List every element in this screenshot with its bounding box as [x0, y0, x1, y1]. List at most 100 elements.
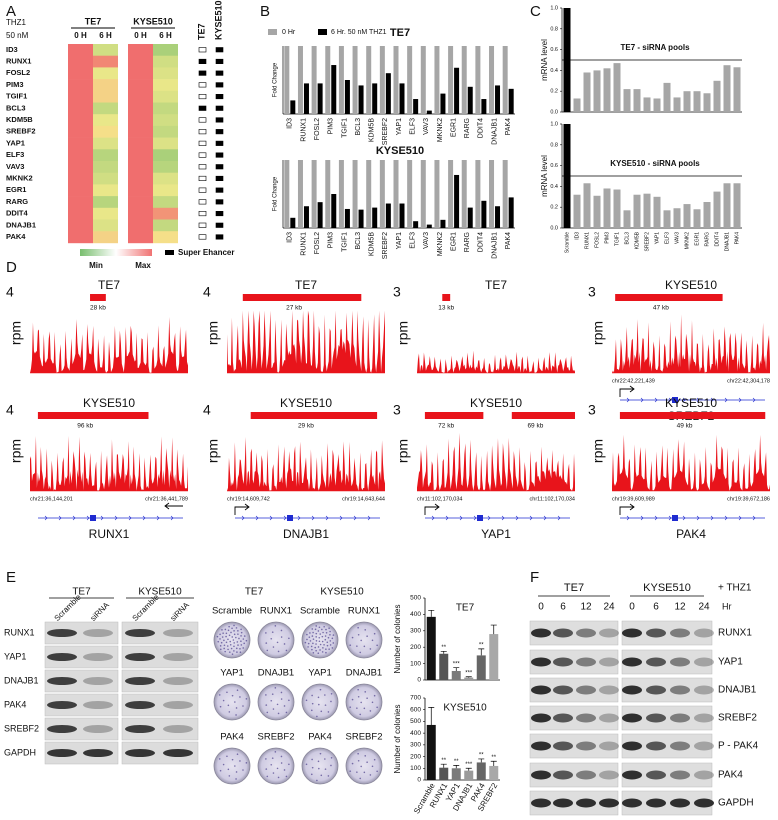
bar	[673, 97, 681, 112]
bar	[407, 160, 413, 228]
colony	[325, 631, 328, 634]
gene-exon	[90, 515, 96, 521]
blot-band	[670, 741, 690, 751]
colony-plate	[257, 621, 295, 659]
bar	[461, 160, 467, 228]
blot-band	[125, 677, 155, 685]
colony	[223, 639, 225, 642]
colony	[318, 640, 321, 643]
blot-band	[47, 725, 77, 733]
colony	[219, 705, 222, 708]
x-tick-label: FOSL2	[594, 232, 600, 248]
colony	[364, 691, 367, 693]
colony	[357, 695, 360, 698]
cell-line-header: KYSE510	[138, 587, 182, 598]
bar	[297, 160, 303, 228]
colony	[319, 643, 322, 646]
colony	[332, 634, 335, 636]
blot-band	[47, 749, 77, 757]
colony	[311, 758, 313, 761]
colony	[325, 628, 327, 631]
gene-name: YAP1	[481, 527, 511, 541]
colony	[225, 641, 228, 644]
se-marker	[215, 82, 224, 88]
colony	[323, 625, 325, 628]
blot-band	[163, 677, 193, 685]
bar	[489, 634, 499, 680]
colony	[320, 774, 323, 777]
se-marker	[215, 58, 224, 65]
blot-band	[646, 628, 666, 638]
timepoint: 6 H	[99, 31, 112, 40]
colony	[360, 765, 362, 768]
panel-label: E	[6, 569, 16, 586]
heatmap-cell	[153, 102, 178, 115]
lane-label: Scramble	[53, 592, 84, 623]
bar	[643, 193, 651, 228]
blot-band	[622, 770, 642, 780]
gene-label: RARG	[6, 197, 28, 206]
colony	[315, 636, 317, 638]
colony	[280, 698, 283, 700]
colony	[274, 751, 277, 753]
se-marker	[198, 152, 207, 158]
heatmap-cell	[128, 196, 153, 209]
super-enhancer-region	[511, 412, 575, 419]
heatmap-cell	[93, 149, 118, 162]
blot-band	[125, 725, 155, 733]
x-tick-label: FOSL2	[314, 118, 321, 140]
gene-strand	[58, 515, 62, 521]
tss-arrow	[234, 503, 250, 515]
lane-label: siRNA	[89, 600, 112, 623]
x-tick-label: YAP1	[396, 232, 403, 249]
colony	[219, 638, 221, 640]
colony	[288, 763, 290, 766]
colony	[285, 711, 288, 714]
blot-band	[694, 713, 714, 723]
colony	[235, 636, 237, 639]
colony	[227, 629, 230, 632]
colony	[265, 632, 267, 634]
blot-band	[531, 657, 551, 667]
bar	[508, 197, 514, 228]
bar	[633, 194, 641, 228]
heatmap-cell	[68, 44, 93, 56]
x-tick-label: TGIF1	[614, 232, 620, 246]
colony	[349, 706, 352, 708]
blot-band	[576, 713, 596, 723]
colony	[307, 642, 310, 645]
colony	[240, 635, 242, 637]
legend-max: Max	[135, 261, 151, 270]
colony	[271, 693, 274, 695]
colony	[315, 632, 318, 635]
treatment: + THZ1	[718, 583, 752, 594]
colony	[305, 699, 308, 702]
colony	[327, 636, 330, 639]
colony	[288, 699, 290, 702]
colony	[312, 631, 314, 634]
x-tick-label: RARG	[704, 232, 710, 247]
colony	[324, 768, 327, 770]
bar	[613, 63, 621, 112]
blot-band	[670, 685, 690, 695]
colony	[280, 629, 283, 632]
blot-band	[622, 798, 642, 808]
colony	[283, 769, 286, 771]
colony	[323, 643, 325, 646]
colony	[314, 628, 317, 631]
colony	[376, 644, 378, 647]
blot-band	[83, 725, 113, 733]
gene-strand	[529, 515, 533, 521]
heatmap-cell	[128, 184, 153, 197]
colony	[326, 641, 329, 644]
colony	[222, 632, 224, 634]
super-enhancer-region	[442, 294, 451, 301]
heatmap-cell	[153, 172, 178, 185]
heatmap-cell	[153, 207, 178, 220]
bar	[633, 89, 641, 112]
colony	[236, 753, 239, 756]
colony	[324, 694, 326, 696]
gene-strand	[626, 515, 630, 521]
region-size: 96 kb	[77, 423, 93, 430]
